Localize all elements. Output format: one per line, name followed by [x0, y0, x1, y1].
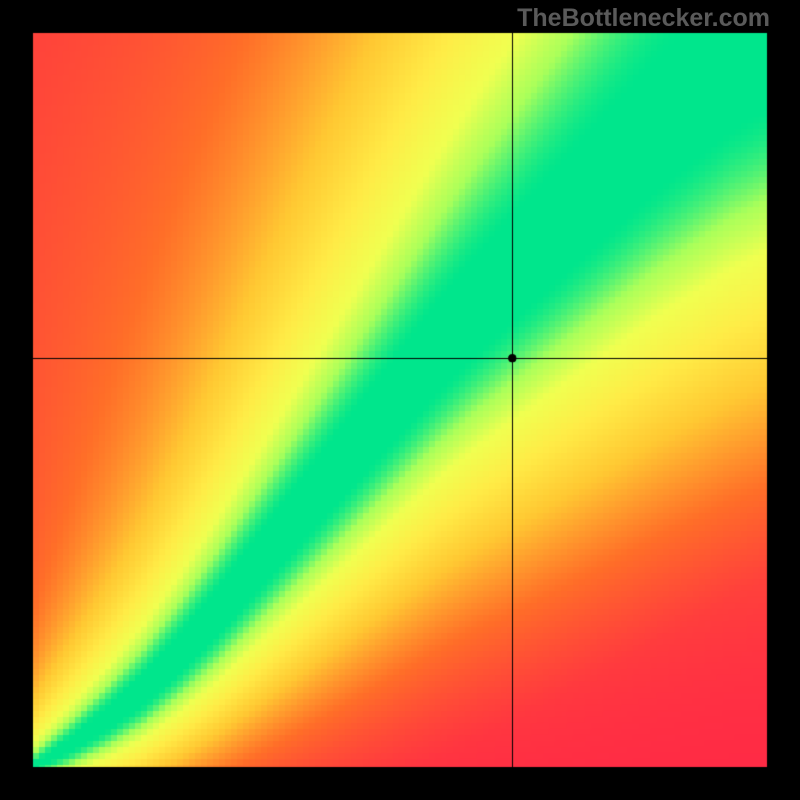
chart-container: TheBottlenecker.com: [0, 0, 800, 800]
bottleneck-heatmap: [0, 0, 800, 800]
watermark-text: TheBottlenecker.com: [517, 4, 770, 33]
